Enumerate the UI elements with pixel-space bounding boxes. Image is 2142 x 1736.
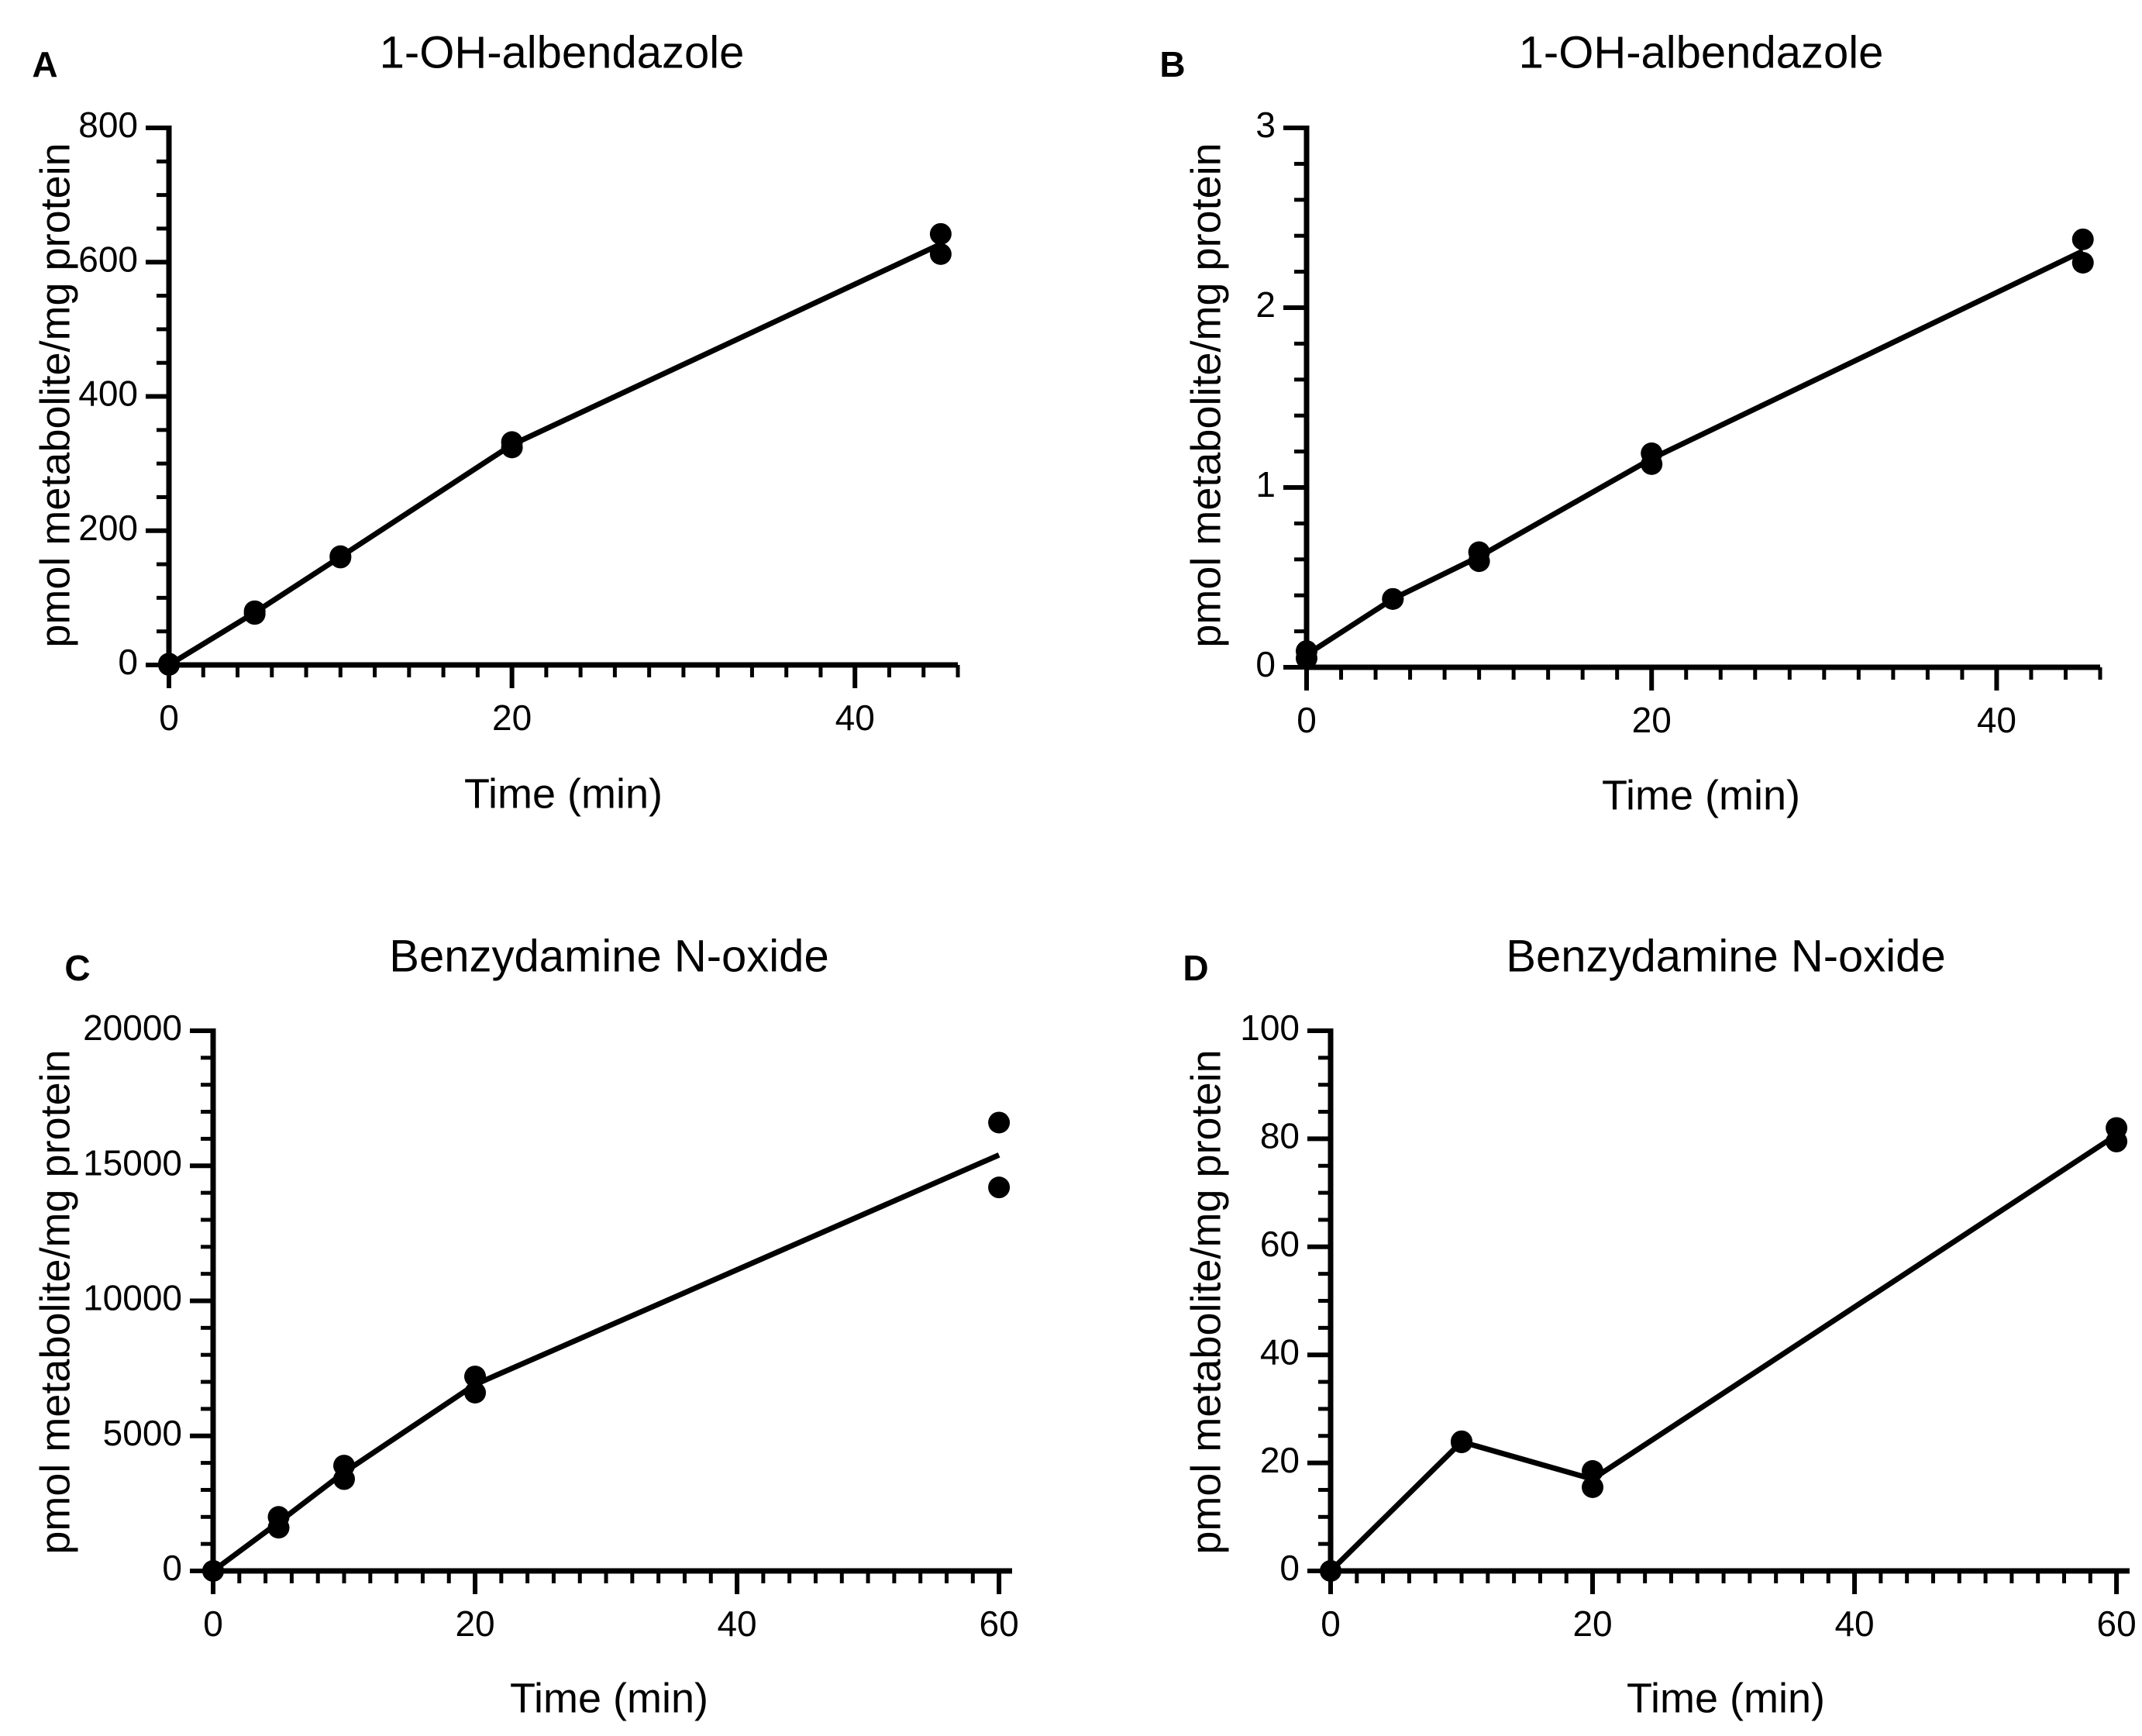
series-line	[1328, 1132, 2119, 1573]
y-tick-label: 800	[78, 105, 138, 145]
x-tick-label: 20	[1572, 1603, 1612, 1644]
y-tick-label: 15000	[83, 1142, 182, 1183]
data-point	[2106, 1117, 2128, 1139]
data-point	[158, 653, 180, 675]
x-tick-label: 60	[2097, 1603, 2137, 1644]
y-tick-label: 20	[1260, 1440, 1300, 1480]
data-point	[988, 1176, 1011, 1199]
data-point	[267, 1506, 290, 1528]
data-point	[1296, 640, 1317, 663]
data-point	[2071, 252, 2094, 274]
x-tick-label: 0	[1297, 700, 1317, 740]
panel-letter: C	[64, 948, 90, 988]
y-tick-label: 200	[78, 508, 138, 548]
series-line	[1305, 248, 2085, 657]
chart-title: 1-OH-albendazole	[380, 27, 745, 78]
y-tick-label: 80	[1260, 1116, 1300, 1156]
data-point	[929, 243, 952, 265]
data-point	[333, 1455, 356, 1477]
x-axis-label: Time (min)	[510, 1675, 708, 1721]
y-axis-label: pmol metabolite/mg protein	[1183, 143, 1229, 647]
data-point	[2071, 228, 2094, 250]
chart-panel-a: A 1-OH-albendazole 0 200 400 600 800 0 20 40 Time …	[32, 27, 960, 817]
data-point	[1382, 587, 1404, 610]
y-axis-label: pmol metabolite/mg protein	[1183, 1049, 1229, 1554]
y-axis-label: pmol metabolite/mg protein	[32, 143, 78, 647]
y-tick-label: 0	[118, 642, 138, 682]
y-axis-label: pmol metabolite/mg protein	[32, 1049, 78, 1554]
y-tick-label: 1	[1255, 464, 1276, 505]
x-axis-label: Time (min)	[1627, 1675, 1825, 1721]
x-tick-label: 20	[1632, 700, 1672, 740]
data-point	[1320, 1560, 1341, 1582]
data-point	[1451, 1430, 1473, 1452]
x-axis-label: Time (min)	[464, 770, 663, 817]
x-tick-label: 40	[835, 698, 875, 738]
y-tick-label: 60	[1260, 1224, 1300, 1264]
y-tick-label: 400	[78, 374, 138, 414]
data-point	[1641, 442, 1663, 464]
data-point	[329, 545, 352, 567]
y-tick-label: 3	[1255, 105, 1276, 145]
chart-title: 1-OH-albendazole	[1519, 27, 1884, 78]
y-tick-label: 600	[78, 239, 138, 279]
data-point	[464, 1381, 487, 1404]
x-axis-label: Time (min)	[1602, 772, 1800, 818]
data-point	[464, 1366, 487, 1388]
x-tick-label: 0	[159, 698, 179, 738]
chart-panel-c: C Benzydamine N-oxide 0 5000 10000 15000 20000…	[32, 931, 1018, 1721]
chart-title: Benzydamine N-oxide	[1506, 931, 1945, 981]
x-tick-label: 0	[1321, 1603, 1341, 1644]
chart-panel-d: D Benzydamine N-oxide 0 20 40 60 80 100 0 20 40 60 T…	[1183, 931, 2136, 1721]
y-tick-label: 0	[162, 1548, 182, 1588]
y-tick-label: 0	[1255, 644, 1276, 684]
x-tick-label: 0	[203, 1603, 223, 1644]
data-point	[1468, 541, 1490, 563]
y-tick-label: 10000	[83, 1278, 182, 1318]
y-tick-label: 5000	[103, 1413, 182, 1453]
data-point	[202, 1560, 224, 1582]
y-tick-label: 20000	[83, 1008, 182, 1048]
series-line	[167, 241, 942, 667]
y-tick-label: 2	[1255, 284, 1276, 325]
chart-title: Benzydamine N-oxide	[389, 931, 828, 981]
data-point	[501, 431, 523, 453]
chart-panel-b: B 1-OH-albendazole 0 1 2 3 0 20 40 Time (min) pmol…	[1159, 27, 2102, 818]
x-tick-label: 40	[1834, 1603, 1874, 1644]
panel-letter: D	[1183, 948, 1208, 988]
data-point	[1582, 1460, 1604, 1483]
x-tick-label: 60	[980, 1603, 1019, 1644]
y-tick-label: 40	[1260, 1331, 1300, 1372]
y-tick-label: 0	[1279, 1548, 1300, 1588]
data-point	[929, 222, 952, 245]
series-line	[211, 1152, 1000, 1573]
x-tick-label: 40	[1977, 700, 2016, 740]
data-point	[1582, 1476, 1604, 1498]
y-tick-label: 100	[1240, 1008, 1300, 1048]
panel-letter: B	[1159, 44, 1185, 84]
panel-letter: A	[32, 44, 57, 84]
data-point	[988, 1111, 1011, 1134]
x-tick-label: 40	[717, 1603, 756, 1644]
data-point	[243, 600, 266, 622]
x-tick-label: 20	[492, 698, 532, 738]
x-tick-label: 20	[455, 1603, 494, 1644]
